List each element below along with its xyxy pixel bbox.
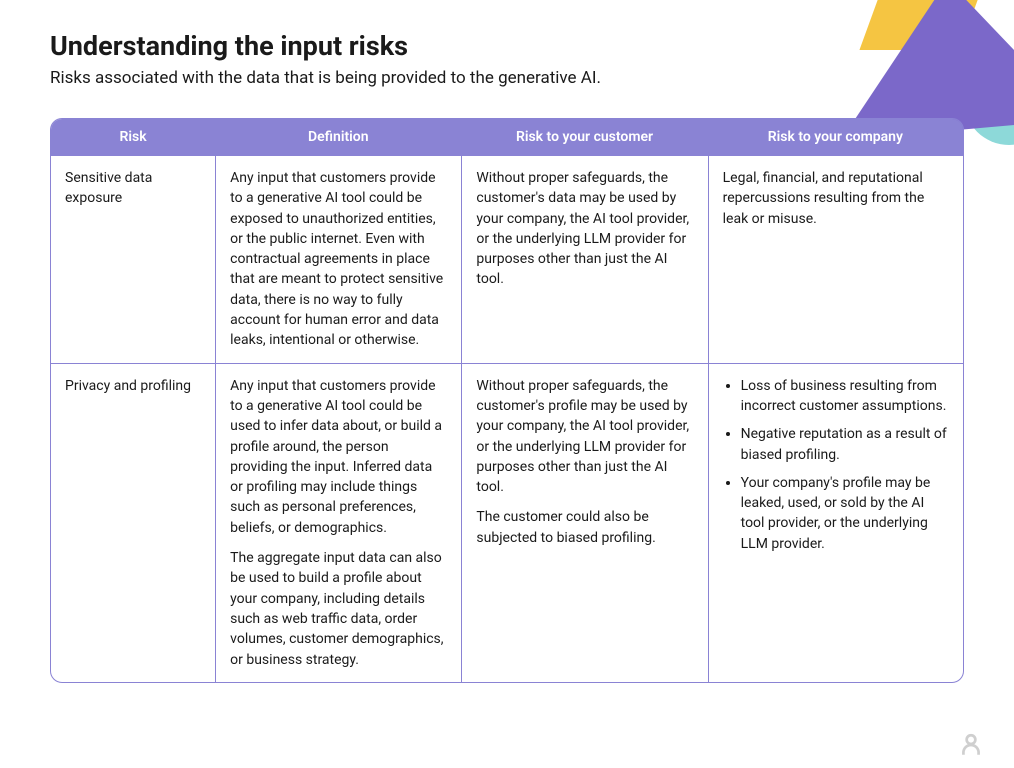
company-risk-item: Loss of business resulting from incorrec…	[741, 376, 949, 417]
col-header-customer: Risk to your customer	[461, 119, 707, 155]
cell-risk-name: Privacy and profiling	[51, 363, 215, 682]
cell-company-risk: Loss of business resulting from incorrec…	[708, 363, 963, 682]
customer-risk-paragraph: The customer could also be subjected to …	[476, 507, 693, 548]
table-row: Sensitive data exposure Any input that c…	[51, 155, 963, 363]
table-row: Privacy and profiling Any input that cus…	[51, 363, 963, 682]
table-header-row: Risk Definition Risk to your customer Ri…	[51, 119, 963, 155]
definition-paragraph: The aggregate input data can also be use…	[230, 548, 447, 670]
company-risk-list: Loss of business resulting from incorrec…	[723, 376, 949, 554]
company-risk-item: Your company's profile may be leaked, us…	[741, 473, 949, 554]
col-header-company: Risk to your company	[708, 119, 963, 155]
definition-paragraph: Any input that customers provide to a ge…	[230, 376, 447, 538]
cell-company-risk: Legal, financial, and reputational reper…	[708, 155, 963, 363]
col-header-risk: Risk	[51, 119, 215, 155]
customer-risk-paragraph: Without proper safeguards, the customer'…	[476, 376, 693, 498]
definition-paragraph: Any input that customers provide to a ge…	[230, 168, 447, 351]
page-content: Understanding the input risks Risks asso…	[0, 0, 1014, 683]
cell-customer-risk: Without proper safeguards, the customer'…	[461, 363, 707, 682]
customer-risk-paragraph: Without proper safeguards, the customer'…	[476, 168, 693, 290]
risk-table: Risk Definition Risk to your customer Ri…	[50, 118, 964, 683]
company-risk-paragraph: Legal, financial, and reputational reper…	[723, 168, 949, 229]
cell-definition: Any input that customers provide to a ge…	[215, 155, 461, 363]
col-header-definition: Definition	[215, 119, 461, 155]
cell-definition: Any input that customers provide to a ge…	[215, 363, 461, 682]
cell-customer-risk: Without proper safeguards, the customer'…	[461, 155, 707, 363]
company-risk-item: Negative reputation as a result of biase…	[741, 424, 949, 465]
footer-logo-icon	[958, 732, 984, 762]
page-title: Understanding the input risks	[50, 30, 964, 62]
cell-risk-name: Sensitive data exposure	[51, 155, 215, 363]
page-subtitle: Risks associated with the data that is b…	[50, 68, 964, 88]
